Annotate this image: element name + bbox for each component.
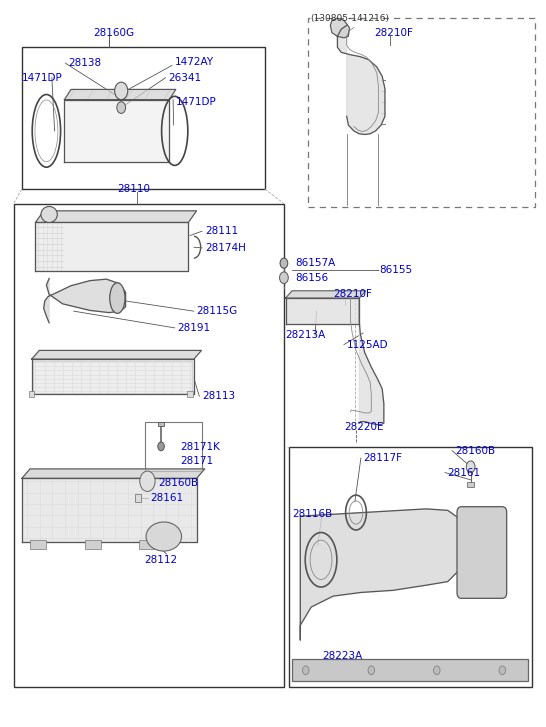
Circle shape <box>368 666 375 675</box>
Bar <box>22 47 265 189</box>
Polygon shape <box>32 359 194 394</box>
Text: 1472AY: 1472AY <box>175 57 214 67</box>
Bar <box>139 540 156 549</box>
Polygon shape <box>44 278 126 323</box>
Text: 28117F: 28117F <box>364 453 402 463</box>
FancyBboxPatch shape <box>457 507 507 598</box>
Text: 28210F: 28210F <box>374 28 413 38</box>
Circle shape <box>117 102 126 113</box>
Bar <box>292 659 528 681</box>
Circle shape <box>158 442 164 451</box>
Bar <box>33 361 192 393</box>
Bar <box>158 422 164 426</box>
Text: 28160B: 28160B <box>455 446 495 456</box>
Polygon shape <box>32 350 201 359</box>
Text: 28111: 28111 <box>205 226 238 236</box>
Bar <box>85 540 101 549</box>
Text: 28160G: 28160G <box>93 28 134 38</box>
Polygon shape <box>64 100 169 162</box>
Circle shape <box>280 258 288 268</box>
Bar <box>289 447 532 687</box>
Polygon shape <box>64 89 176 100</box>
Circle shape <box>115 82 128 100</box>
Polygon shape <box>330 18 349 38</box>
Text: 28116B: 28116B <box>292 509 333 519</box>
Polygon shape <box>22 469 205 478</box>
Text: 28223A: 28223A <box>322 651 363 662</box>
Circle shape <box>434 666 440 675</box>
Text: 28191: 28191 <box>177 323 211 333</box>
Circle shape <box>302 666 309 675</box>
Circle shape <box>466 461 475 473</box>
Polygon shape <box>337 25 385 134</box>
Bar <box>135 494 141 502</box>
Text: 28171: 28171 <box>180 456 213 466</box>
Bar <box>308 18 535 207</box>
Ellipse shape <box>110 283 125 313</box>
Text: 28220E: 28220E <box>344 422 383 432</box>
Circle shape <box>280 272 288 284</box>
Text: 28161: 28161 <box>448 467 481 478</box>
Text: 86156: 86156 <box>295 273 328 283</box>
Polygon shape <box>22 478 197 542</box>
Text: 28110: 28110 <box>117 184 150 194</box>
Text: 28160B: 28160B <box>158 478 198 489</box>
Polygon shape <box>300 509 470 640</box>
Bar <box>14 204 284 687</box>
Text: 28174H: 28174H <box>205 243 246 253</box>
Text: 28210F: 28210F <box>333 289 372 299</box>
Text: 1471DP: 1471DP <box>22 73 63 83</box>
Circle shape <box>499 666 506 675</box>
Ellipse shape <box>146 522 181 551</box>
Polygon shape <box>35 222 188 271</box>
Text: 28161: 28161 <box>151 493 184 503</box>
Text: 28115G: 28115G <box>197 306 238 316</box>
Text: 28112: 28112 <box>145 555 178 565</box>
Polygon shape <box>286 298 359 324</box>
Bar <box>187 391 193 397</box>
Bar <box>29 391 34 397</box>
Text: 1125AD: 1125AD <box>347 340 388 350</box>
Circle shape <box>140 471 155 491</box>
Text: 86155: 86155 <box>379 265 413 276</box>
Bar <box>30 540 46 549</box>
Text: 26341: 26341 <box>168 73 201 83</box>
Bar <box>467 482 474 487</box>
Text: 28138: 28138 <box>68 58 102 68</box>
Text: 28213A: 28213A <box>285 330 325 340</box>
Text: 28171K: 28171K <box>180 442 220 452</box>
Polygon shape <box>286 291 366 298</box>
Polygon shape <box>359 298 384 425</box>
Bar <box>145 422 202 471</box>
Text: (130805-141216): (130805-141216) <box>310 15 389 23</box>
Text: 86157A: 86157A <box>295 258 335 268</box>
Text: 28113: 28113 <box>202 391 235 401</box>
Text: 1471DP: 1471DP <box>176 97 217 107</box>
Polygon shape <box>35 211 197 222</box>
Ellipse shape <box>41 206 57 222</box>
